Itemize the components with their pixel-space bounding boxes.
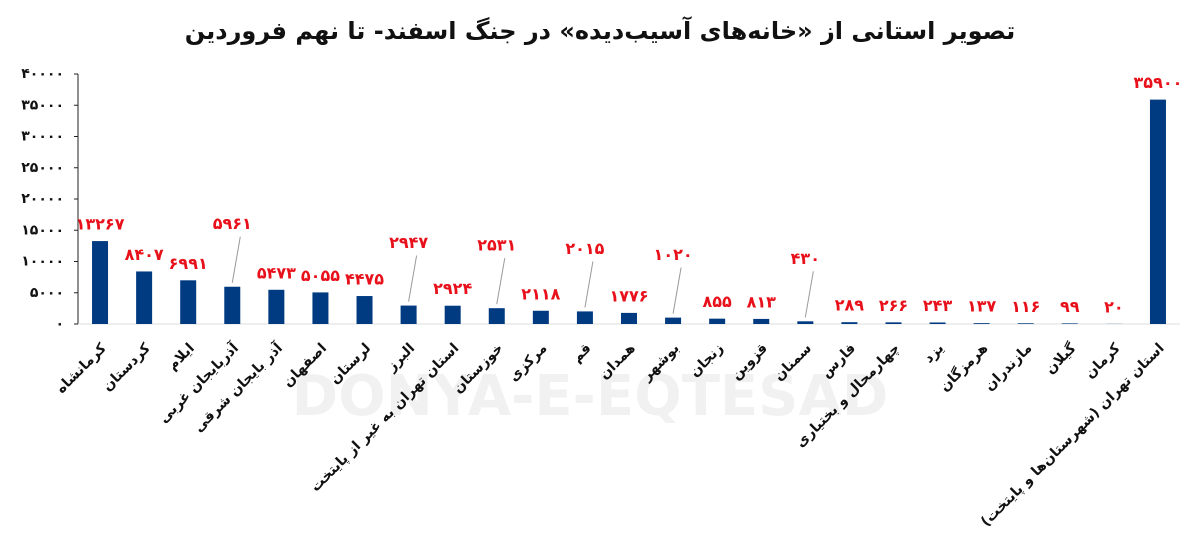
value-label: ۲۴۳ [923, 296, 953, 315]
x-tick-label: هرمزگان [936, 340, 991, 395]
bar [224, 286, 241, 324]
leader-line [231, 236, 241, 283]
leader-line [496, 258, 506, 305]
y-tick-label: ۳۰۰۰۰ [21, 129, 64, 145]
x-tick-label: ایلام [165, 340, 198, 373]
bar [576, 311, 593, 324]
leader-line [408, 255, 418, 302]
y-tick-label: ۰ [55, 316, 64, 332]
bar [709, 318, 726, 324]
value-label: ۱۱۶ [1011, 297, 1040, 316]
y-tick-label: ۵۰۰۰ [30, 285, 64, 301]
x-tick-label: کرمان [1082, 340, 1124, 382]
bar [929, 322, 946, 324]
bar [621, 312, 637, 324]
x-tick-label: قم [569, 340, 595, 366]
bar [532, 310, 549, 324]
bar [268, 289, 285, 324]
x-tick-label: یزد [921, 340, 947, 366]
value-label: ۸۴۰۷ [125, 245, 164, 264]
y-tick-label: ۲۰۰۰۰ [21, 191, 64, 207]
y-tick-label: ۱۵۰۰۰ [21, 222, 64, 238]
value-label: ۲۰ [1104, 297, 1124, 316]
bar [136, 271, 153, 324]
bar [973, 323, 990, 324]
bar [1061, 323, 1078, 324]
bar [400, 305, 417, 324]
bar [356, 296, 373, 324]
value-label: ۱۰۲۰ [654, 245, 693, 264]
value-label: ۲۰۱۵ [565, 239, 604, 258]
value-label: ۲۹۴۷ [389, 233, 428, 252]
value-label: ۸۱۳ [747, 292, 777, 311]
value-label: ۵۴۷۳ [257, 263, 296, 282]
bar [841, 322, 858, 324]
x-tick-label: آذربایجان غربی [154, 338, 242, 426]
value-label: ۴۳۰ [791, 249, 820, 268]
value-label: ۸۵۵ [703, 292, 733, 311]
bar [312, 292, 329, 324]
bar [1149, 99, 1166, 324]
leader-line [584, 261, 594, 308]
chart-title: تصویر استانی از «خانه‌های آسیب‌دیده» در … [185, 16, 1016, 45]
leader-line [804, 271, 814, 318]
value-label: ۳۵۹۰۰ [1134, 73, 1183, 92]
value-label: ۵۰۵۵ [301, 266, 340, 285]
x-tick-label: گیلان [1042, 339, 1080, 377]
value-label: ۲۱۱۸ [521, 284, 560, 303]
value-label: ۲۶۶ [879, 296, 908, 315]
x-tick-label: کرمانشاه [53, 340, 110, 397]
bar [665, 317, 682, 324]
value-label: ۲۸۹ [835, 296, 865, 315]
bar [444, 305, 461, 324]
value-label: ۶۹۹۱ [169, 254, 208, 273]
value-label: ۴۴۷۵ [345, 270, 384, 289]
value-label: ۱۷۷۶ [609, 286, 648, 305]
value-label: ۱۳۷ [967, 297, 997, 316]
bar [753, 318, 770, 324]
bar [885, 322, 902, 324]
watermark: DONYA-E-EQTESAD [292, 364, 889, 429]
bar [1017, 323, 1034, 324]
bar [180, 280, 197, 324]
value-label: ۲۵۳۱ [477, 236, 516, 255]
y-tick-label: ۴۰۰۰۰ [21, 66, 64, 82]
value-label: ۲۹۲۴ [433, 279, 472, 298]
value-label: ۱۳۲۶۷ [76, 215, 125, 234]
value-label: ۹۹ [1060, 297, 1080, 316]
x-tick-label: مازندران [982, 340, 1036, 394]
y-tick-label: ۳۵۰۰۰ [21, 97, 64, 113]
x-tick-label: کردستان [100, 340, 155, 395]
value-label: ۵۹۶۱ [213, 214, 252, 233]
y-tick-label: ۱۰۰۰۰ [21, 254, 64, 270]
bar [797, 321, 814, 324]
bar [488, 308, 505, 324]
y-tick-label: ۲۵۰۰۰ [21, 160, 64, 176]
leader-line [672, 267, 682, 314]
bar [92, 241, 109, 324]
